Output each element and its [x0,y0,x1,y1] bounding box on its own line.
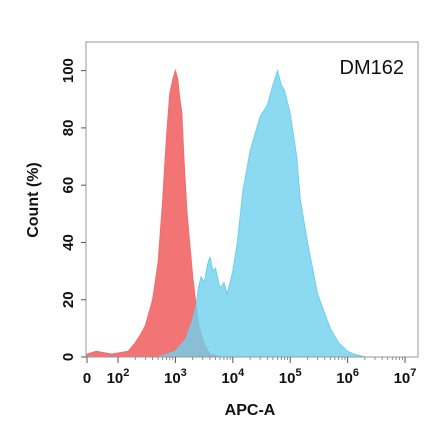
x-axis-title: APC-A [225,402,276,419]
y-axis-title: Count (%) [25,162,42,238]
y-tick-label: 100 [60,58,77,83]
x-tick-label: 106 [336,367,359,387]
x-tick-label: 107 [394,367,417,387]
x-tick-label: 0 [83,370,91,387]
y-tick-label: 20 [60,291,77,308]
histogram-area-sample [157,68,366,358]
chart-title: DM162 [340,57,404,79]
y-tick-label: 80 [60,120,77,137]
y-tick-label: 60 [60,177,77,194]
y-tick-label: 40 [60,234,77,251]
x-axis: 0 102 103 104 105 106 107 [83,357,417,387]
x-tick-label: 105 [279,367,302,387]
plot-frame [85,41,419,358]
x-tick-label: 103 [164,367,187,387]
y-tick-label: 0 [60,353,77,361]
x-tick-label: 104 [221,367,245,387]
y-axis: 0 20 40 60 80 100 [60,58,86,361]
x-tick-label: 102 [107,367,130,387]
histogram-areas [86,68,366,358]
